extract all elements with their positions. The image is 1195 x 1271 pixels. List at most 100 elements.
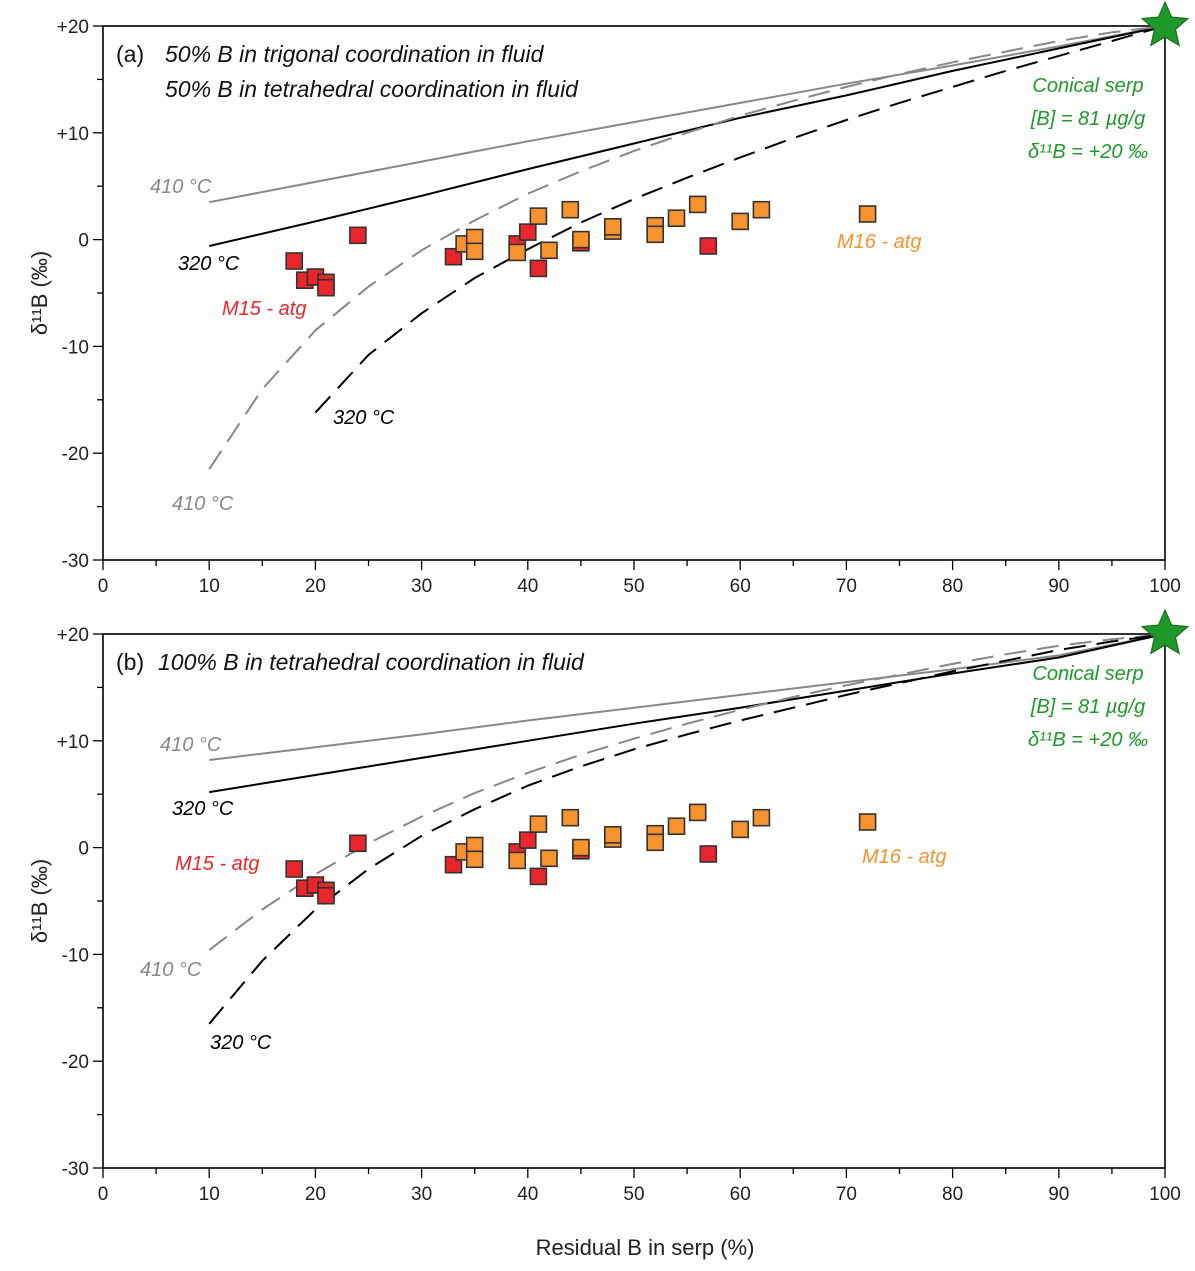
data-point-m15 — [518, 831, 537, 849]
data-point-m16 — [688, 195, 707, 214]
data-point-m16 — [731, 820, 750, 839]
data-point-m16 — [508, 243, 527, 262]
x-tick-label: 60 — [730, 1184, 751, 1205]
data-point-m16 — [508, 851, 527, 870]
panel-b: 0 10 20 30 40 50 60 70 80 90 100 +20 +10 0 -10 -20 -30 41… — [57, 608, 1190, 1205]
plot-frame — [102, 25, 1166, 561]
solid-curve-410 — [209, 633, 1166, 761]
source-label: [B] = 81 µg/g — [1030, 108, 1145, 130]
data-point-m15 — [518, 223, 537, 241]
data-point-m15 — [444, 247, 463, 266]
x-tick-label: 70 — [836, 1184, 857, 1205]
x-tick-label: 50 — [623, 1184, 644, 1205]
group-label: M16 - atg — [837, 231, 921, 253]
group-label: M15 - atg — [175, 853, 259, 875]
x-tick-label: 10 — [199, 576, 220, 597]
x-tick-label: 100 — [1149, 576, 1181, 597]
source-label: δ¹¹B = +20 ‰ — [1028, 141, 1148, 163]
data-point-m16 — [540, 849, 558, 868]
x-tick-label: 80 — [942, 1184, 963, 1205]
data-point-m16 — [603, 218, 622, 236]
data-point-m16 — [752, 808, 771, 827]
data-point-m16 — [561, 808, 580, 827]
data-point-m16 — [731, 212, 750, 231]
data-point-m16 — [858, 205, 877, 223]
data-point-m15 — [317, 278, 335, 297]
group-label: M15 - atg — [222, 298, 306, 320]
panel-description: 50% B in trigonal coordination in fluid — [165, 41, 545, 67]
solid-curve-410 — [209, 25, 1166, 204]
solid-curve-320 — [209, 633, 1166, 794]
data-point-m15 — [529, 259, 548, 278]
dashed-curve-410 — [208, 633, 1166, 951]
source-label: Conical serp — [1032, 663, 1143, 685]
y-tick-label: +10 — [57, 732, 89, 753]
data-point-m16 — [646, 225, 665, 244]
source-label: Conical serp — [1032, 75, 1143, 97]
x-tick-label: 100 — [1149, 1184, 1181, 1205]
data-point-m16 — [667, 209, 686, 227]
data-point-m16 — [529, 207, 548, 225]
x-tick-label: 40 — [517, 576, 538, 597]
x-tick-label: 20 — [305, 1184, 326, 1205]
curve-label: 320 °C — [172, 798, 234, 820]
x-tick-label: 90 — [1048, 1184, 1069, 1205]
y-tick-label: -30 — [62, 551, 89, 572]
data-point-m16 — [540, 241, 558, 260]
y-tick-label: -20 — [62, 444, 89, 465]
data-point-m16 — [858, 813, 877, 831]
x-tick-label: 0 — [98, 576, 109, 597]
panel-description: 50% B in tetrahedral coordination in flu… — [165, 76, 579, 102]
x-axis-title: Residual B in serp (%) — [536, 1235, 755, 1260]
y-tick-label: +10 — [57, 124, 89, 145]
y-axis-title: δ¹¹B (‰) — [27, 859, 52, 943]
curve-label: 410 °C — [150, 176, 212, 198]
y-tick-label: -10 — [62, 945, 89, 966]
data-point-m16 — [688, 803, 707, 822]
panel-label: (a) — [116, 41, 144, 67]
data-point-m16 — [646, 833, 665, 852]
data-point-m16 — [603, 825, 622, 844]
data-point-m16 — [572, 230, 590, 249]
data-point-m15 — [699, 845, 718, 863]
data-point-m15 — [699, 237, 718, 255]
dashed-curve-410 — [208, 25, 1166, 470]
source-label: [B] = 81 µg/g — [1030, 696, 1145, 718]
source-star-icon — [1140, 0, 1190, 47]
data-point-m16 — [529, 815, 548, 833]
y-tick-label: +20 — [57, 17, 89, 38]
data-point-m16 — [752, 200, 771, 219]
x-tick-label: 80 — [942, 576, 963, 597]
source-star-icon — [1140, 608, 1190, 655]
data-point-m16 — [572, 838, 590, 857]
group-label: M16 - atg — [862, 846, 946, 868]
panel-a: 0 10 20 30 40 50 60 70 80 90 100 +20 +10 0 -10 -20 -30 41… — [57, 0, 1190, 597]
y-tick-label: +20 — [57, 625, 89, 646]
y-tick-label: 0 — [78, 839, 89, 860]
x-tick-label: 20 — [305, 576, 326, 597]
y-tick-label: -10 — [62, 337, 89, 358]
y-tick-label: -30 — [62, 1159, 89, 1180]
y-axis-title: δ¹¹B (‰) — [27, 251, 52, 335]
curve-label: 410 °C — [140, 959, 202, 981]
data-point-m16 — [561, 200, 580, 219]
data-point-m15 — [285, 252, 304, 270]
x-tick-label: 30 — [411, 576, 432, 597]
curve-label: 410 °C — [172, 493, 234, 515]
y-tick-label: -20 — [62, 1052, 89, 1073]
curve-label: 320 °C — [210, 1032, 272, 1054]
data-point-m15 — [349, 834, 367, 853]
data-point-m16 — [667, 817, 686, 836]
panel-label: (b) — [116, 649, 144, 675]
curve-label: 410 °C — [160, 734, 222, 756]
panel-description: 100% B in tetrahedral coordination in fl… — [158, 649, 585, 675]
dashed-curve-320 — [208, 633, 1166, 1025]
x-tick-label: 40 — [517, 1184, 538, 1205]
solid-curve-320 — [208, 25, 1166, 247]
data-point-m16 — [465, 850, 484, 869]
data-point-m16 — [465, 242, 484, 261]
data-point-m15 — [285, 860, 304, 878]
curve-label: 320 °C — [178, 253, 240, 275]
